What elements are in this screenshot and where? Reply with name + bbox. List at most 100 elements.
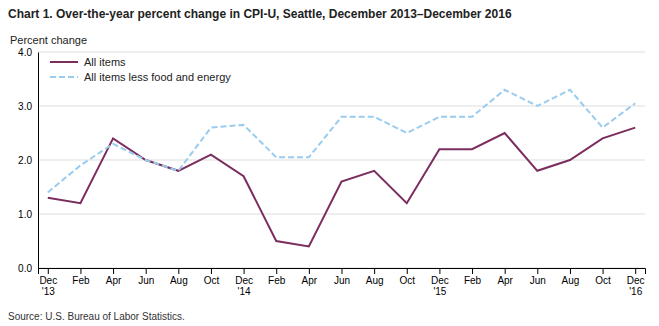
x-tick-label: Dec'14 xyxy=(235,275,253,297)
x-tick: Feb xyxy=(464,268,482,286)
x-tick: Jun xyxy=(334,268,350,286)
y-tick-label: 1.0 xyxy=(18,209,32,220)
x-tick-label-line: Apr xyxy=(106,275,122,286)
x-tick-label-line: Feb xyxy=(72,275,90,286)
x-tick-mark xyxy=(472,268,473,274)
y-tick: 2.0 xyxy=(18,155,38,166)
x-tick-mark xyxy=(244,268,245,274)
legend: All items All items less food and energy xyxy=(50,56,231,83)
x-tick-label-line: Oct xyxy=(204,275,220,286)
x-tick-label-line: Dec xyxy=(431,275,449,286)
x-tick: Oct xyxy=(399,268,415,286)
x-tick-label: Feb xyxy=(268,275,286,286)
x-tick-label: Oct xyxy=(399,275,415,286)
y-tick-label: 0.0 xyxy=(18,263,32,274)
x-tick-mark xyxy=(570,268,571,274)
x-tick-label: Jun xyxy=(530,275,546,286)
x-tick-label-line: Aug xyxy=(170,275,188,286)
x-tick-label-line: '16 xyxy=(629,286,642,297)
y-axis: 0.0 1.0 2.0 3.0 4.0 xyxy=(18,47,38,274)
x-tick-label-line: Jun xyxy=(334,275,350,286)
x-tick: Apr xyxy=(106,268,122,286)
grid-line xyxy=(38,160,645,161)
x-tick-mark xyxy=(342,268,343,274)
x-tick-mark xyxy=(439,268,440,274)
x-tick: Jun xyxy=(138,268,154,286)
y-tick-label: 2.0 xyxy=(18,155,32,166)
x-tick-label-line: Apr xyxy=(497,275,513,286)
x-tick-label-line: Feb xyxy=(268,275,286,286)
chart: Chart 1. Over-the-year percent change in… xyxy=(0,0,659,326)
x-tick-label: Apr xyxy=(302,275,318,286)
x-axis: Dec'13FebAprJunAugOctDec'14FebAprJunAugO… xyxy=(39,268,646,297)
x-tick: Dec'16 xyxy=(627,268,645,297)
x-tick-mark xyxy=(113,268,114,274)
series-line xyxy=(48,128,635,247)
x-tick-mark xyxy=(505,268,506,274)
y-tick: 1.0 xyxy=(18,209,38,220)
y-tick-label: 4.0 xyxy=(18,47,32,58)
legend-item: All items less food and energy xyxy=(50,71,231,83)
x-tick-label-line: Dec xyxy=(627,275,645,286)
x-tick-mark xyxy=(80,268,81,274)
y-axis-line xyxy=(38,53,39,269)
grid xyxy=(38,52,645,268)
x-tick-label-line: Oct xyxy=(399,275,415,286)
x-tick-label: Oct xyxy=(204,275,220,286)
x-tick-mark xyxy=(537,268,538,274)
y-tick-label: 3.0 xyxy=(18,101,32,112)
y-tick: 3.0 xyxy=(18,101,38,112)
x-tick-mark xyxy=(374,268,375,274)
x-tick-label-line: '13 xyxy=(42,286,55,297)
x-tick-label: Oct xyxy=(595,275,611,286)
x-tick-label-line: Feb xyxy=(464,275,482,286)
x-tick-label-line: Jun xyxy=(138,275,154,286)
x-tick: Dec'13 xyxy=(39,268,57,297)
x-tick: Dec'14 xyxy=(235,268,253,297)
y-tick: 4.0 xyxy=(18,47,38,58)
x-tick-label-line: Aug xyxy=(366,275,384,286)
x-tick-label-line: Aug xyxy=(562,275,580,286)
x-tick-mark xyxy=(146,268,147,274)
x-tick: Apr xyxy=(497,268,513,286)
grid-line xyxy=(38,106,645,107)
legend-item: All items xyxy=(50,56,126,68)
x-tick-label-line: Dec xyxy=(235,275,253,286)
legend-swatch xyxy=(50,76,78,78)
legend-swatch xyxy=(50,61,78,63)
legend-label: All items less food and energy xyxy=(84,71,231,83)
grid-line xyxy=(38,52,645,53)
title: Chart 1. Over-the-year percent change in… xyxy=(8,7,512,21)
series-lines xyxy=(48,90,635,247)
x-tick: Oct xyxy=(204,268,220,286)
x-tick-mark xyxy=(211,268,212,274)
y-tick: 0.0 xyxy=(18,263,38,274)
x-tick-label: Jun xyxy=(334,275,350,286)
series-line xyxy=(48,90,635,193)
x-tick-label: Apr xyxy=(497,275,513,286)
x-tick-label: Aug xyxy=(170,275,188,286)
x-tick-mark xyxy=(309,268,310,274)
x-tick-mark xyxy=(603,268,604,274)
x-tick-mark xyxy=(178,268,179,274)
legend-label: All items xyxy=(84,56,126,68)
x-tick: Jun xyxy=(530,268,546,286)
plot: 0.01.02.03.04.0Dec'13FebAprJunAugOctDec'… xyxy=(18,47,645,297)
x-tick: Apr xyxy=(302,268,318,286)
x-tick: Oct xyxy=(595,268,611,286)
x-tick-label-line: Dec xyxy=(39,275,57,286)
x-tick-mark xyxy=(48,268,49,274)
x-tick-mark xyxy=(407,268,408,274)
x-tick-mark xyxy=(276,268,277,274)
x-tick-label: Apr xyxy=(106,275,122,286)
x-tick-label: Aug xyxy=(562,275,580,286)
x-tick: Feb xyxy=(268,268,286,286)
y-axis-label: Percent change xyxy=(10,34,87,46)
x-tick-label: Dec'15 xyxy=(431,275,449,297)
x-tick: Aug xyxy=(562,268,580,286)
x-tick-label-line: '14 xyxy=(238,286,251,297)
x-tick-label-line: Apr xyxy=(302,275,318,286)
source-note: Source: U.S. Bureau of Labor Statistics. xyxy=(8,311,185,322)
x-tick-label-line: Oct xyxy=(595,275,611,286)
x-tick-label: Feb xyxy=(72,275,90,286)
